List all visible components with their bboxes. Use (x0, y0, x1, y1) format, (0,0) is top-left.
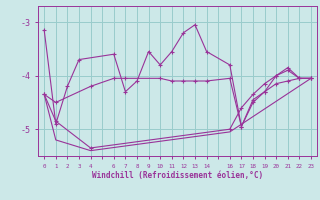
X-axis label: Windchill (Refroidissement éolien,°C): Windchill (Refroidissement éolien,°C) (92, 171, 263, 180)
